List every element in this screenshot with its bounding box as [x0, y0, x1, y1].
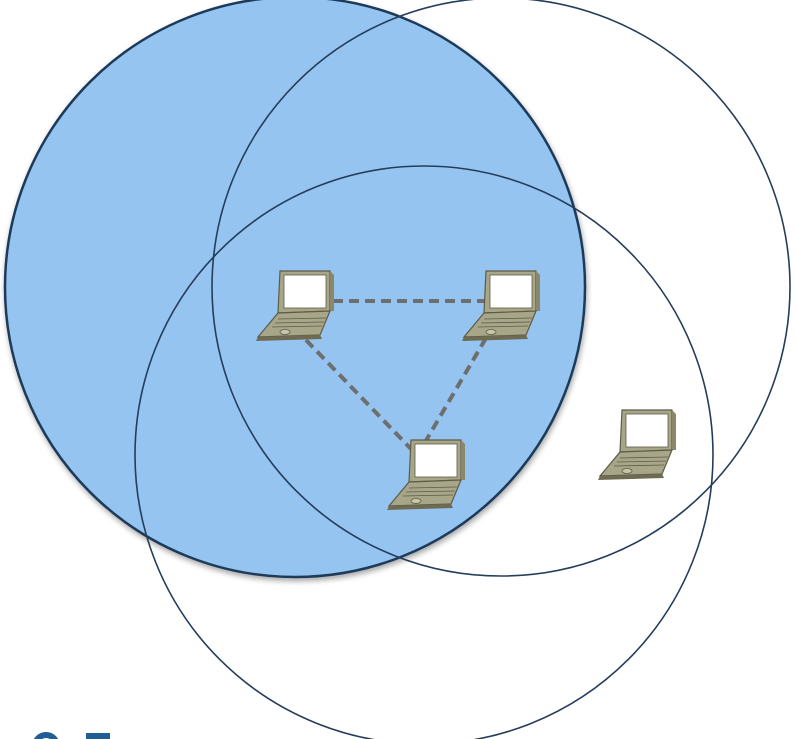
connection-links — [304, 299, 488, 452]
laptop-icon — [597, 409, 677, 481]
radio-ranges — [3, 0, 791, 739]
link-laptop-1-laptop-3 — [304, 338, 414, 452]
range-circle-bottom — [134, 165, 714, 739]
corner-glyph-icon — [33, 732, 110, 739]
range-circle-right — [211, 0, 791, 577]
link-laptop-2-laptop-3 — [422, 336, 488, 446]
